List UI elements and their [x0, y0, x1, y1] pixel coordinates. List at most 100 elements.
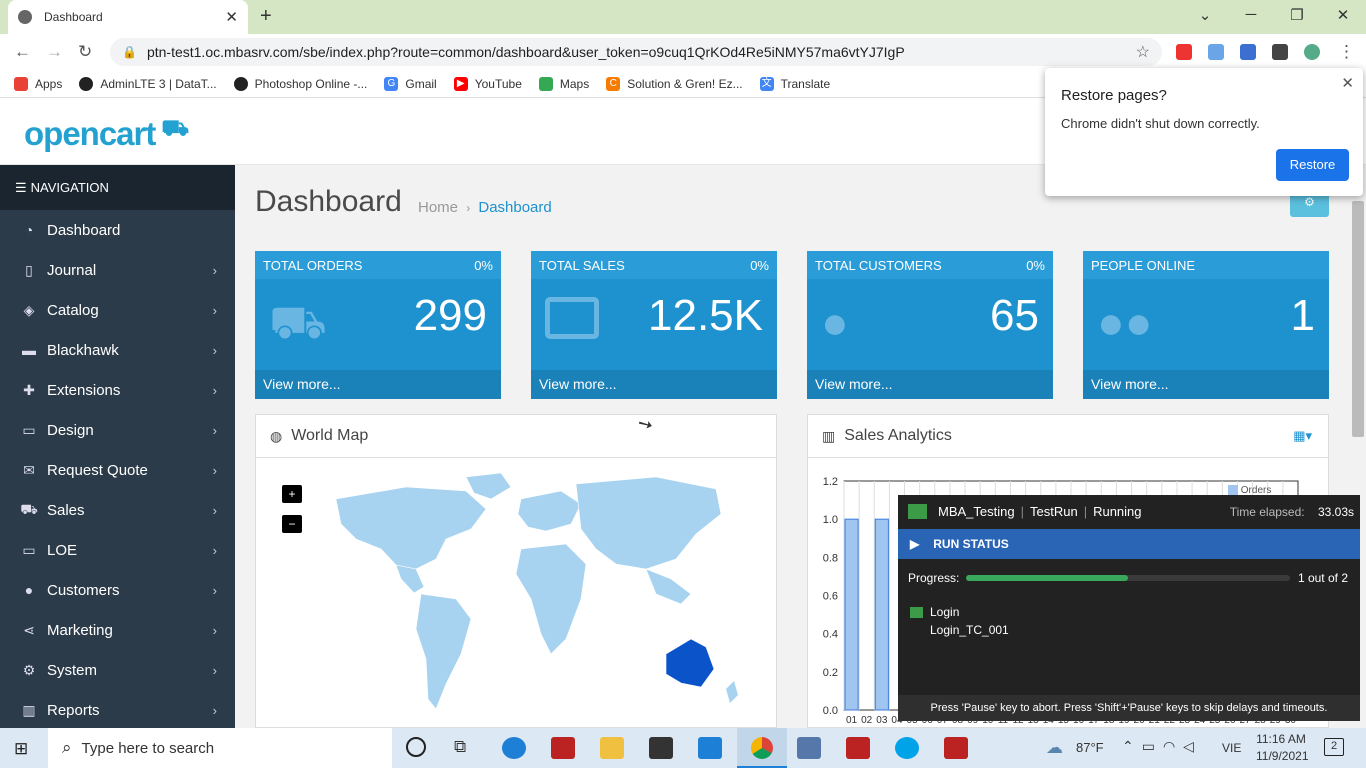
map-africa [515, 543, 587, 655]
chevron-right-icon: › [212, 382, 217, 398]
tile-title: TOTAL ORDERS [263, 257, 363, 273]
store-icon[interactable] [649, 737, 673, 759]
sidebar-item-label: Extensions [47, 381, 121, 399]
new-tab-icon[interactable]: + [260, 5, 272, 27]
logo-cart-icon: ⛟ [161, 115, 189, 140]
bookmark-youtube[interactable]: ▶ YouTube [453, 76, 522, 91]
puzzle-icon[interactable] [1272, 44, 1288, 60]
restore-window-icon[interactable]: ❐ [1290, 7, 1304, 24]
tile-title: TOTAL SALES [539, 257, 625, 273]
star-icon[interactable]: ☆ [1135, 44, 1150, 61]
sidebar-item-design[interactable]: ▭ Design › [0, 410, 235, 450]
translate-extension-icon[interactable] [1240, 44, 1256, 60]
sidebar-item-extensions[interactable]: ✚ Extensions › [0, 370, 235, 410]
close-tab-icon[interactable]: ✕ [225, 9, 238, 26]
chart-bar [874, 518, 889, 711]
tile-total-sales: TOTAL SALES 0% 12.5K View more... [531, 251, 777, 399]
y-tick-label: 0.6 [823, 591, 838, 603]
breadcrumb-current[interactable]: Dashboard [478, 199, 552, 216]
windows-start-icon[interactable]: ⊞ [14, 739, 29, 758]
address-bar[interactable]: 🔒 ptn-test1.oc.mbasrv.com/sbe/index.php?… [110, 38, 1162, 66]
restore-button[interactable]: Restore [1276, 149, 1349, 181]
bars-icon: ☰ [15, 179, 27, 195]
bookmark-maps[interactable]: Maps [538, 76, 589, 91]
sidebar-item-loe[interactable]: ▭ LOE › [0, 530, 235, 570]
close-dialog-icon[interactable]: ✕ [1341, 75, 1354, 92]
bookmark-adminlte[interactable]: AdminLTE 3 | DataT... [79, 76, 217, 91]
bookmark-apps[interactable]: Apps [14, 76, 62, 91]
extension-icon[interactable] [1208, 44, 1224, 60]
tray-icons[interactable]: ⌃▭◠◁ [1122, 738, 1202, 754]
view-more-link[interactable]: View more... [807, 370, 1053, 399]
forward-icon[interactable]: → [46, 42, 63, 61]
bookmark-solution[interactable]: C Solution & Gren! Ez... [606, 76, 743, 91]
sidebar-item-dashboard[interactable]: ◔ Dashboard [0, 210, 235, 250]
app-icon[interactable] [846, 737, 870, 759]
taskbar-search[interactable]: ⌕ Type here to search [48, 728, 392, 768]
breadcrumb-home[interactable]: Home [418, 199, 459, 216]
task-view-icon[interactable]: ⧉ [454, 737, 467, 756]
world-map[interactable] [296, 469, 756, 729]
view-more-link[interactable]: View more... [531, 370, 777, 399]
skype-icon[interactable] [895, 737, 919, 759]
run-status-bar[interactable]: ▶ RUN STATUS [898, 529, 1360, 559]
app-icon[interactable] [797, 737, 821, 759]
sidebar-item-label: Request Quote [47, 461, 148, 479]
sidebar-item-reports[interactable]: ▥ Reports › [0, 690, 235, 730]
test-case: Login_TC_001 [930, 623, 1009, 637]
scrollbar-thumb[interactable] [1352, 201, 1364, 437]
sidebar-item-customers[interactable]: ● Customers › [0, 570, 235, 610]
browser-tab[interactable]: Dashboard ✕ [8, 0, 248, 34]
search-icon: ⌕ [62, 738, 72, 757]
notification-center-icon[interactable]: 2 [1324, 738, 1344, 756]
edge-icon[interactable] [502, 737, 526, 759]
bookmark-photoshop[interactable]: Photoshop Online -... [233, 76, 367, 91]
chevron-right-icon: › [212, 582, 217, 598]
input-language[interactable]: VIE [1222, 741, 1242, 755]
tab-search-icon[interactable]: ⌄ [1198, 7, 1212, 24]
folder-icon: ▭ [22, 541, 36, 558]
run-status-header: MBA_Testing | TestRun | Running [908, 504, 1142, 519]
bookmark-gmail[interactable]: G Gmail [384, 76, 437, 91]
zoom-out-button[interactable]: − [282, 515, 302, 533]
bookmark-translate[interactable]: 文 Translate [759, 76, 831, 91]
chevron-right-icon: › [212, 302, 217, 318]
profile-avatar[interactable] [1304, 44, 1320, 60]
sidebar-item-request-quote[interactable]: ✉ Request Quote › [0, 450, 235, 490]
sidebar-item-journal[interactable]: ▯ Journal › [0, 250, 235, 290]
back-icon[interactable]: ← [14, 42, 31, 61]
sidebar-item-sales[interactable]: ⛟ Sales › [0, 490, 235, 530]
map-greenland [465, 472, 512, 500]
calendar-dropdown-icon[interactable]: ▦▾ [1293, 428, 1312, 443]
close-window-icon[interactable]: ✕ [1336, 7, 1350, 24]
opencart-logo[interactable]: opencart ⛟ [24, 115, 189, 152]
chrome-taskbar-button[interactable] [737, 728, 787, 768]
minimize-icon[interactable]: ─ [1245, 6, 1257, 23]
kebab-menu-icon[interactable]: ⋮ [1338, 42, 1355, 61]
view-more-link[interactable]: View more... [1083, 370, 1329, 399]
sidebar-item-system[interactable]: ⚙ System › [0, 650, 235, 690]
sidebar-item-catalog[interactable]: ◈ Catalog › [0, 290, 235, 330]
file-explorer-icon[interactable] [600, 737, 624, 759]
view-more-link[interactable]: View more... [255, 370, 501, 399]
sidebar-item-marketing[interactable]: ⋖ Marketing › [0, 610, 235, 650]
cortana-icon[interactable] [406, 737, 426, 757]
sidebar-item-label: Marketing [47, 621, 113, 639]
extension-icon[interactable] [1176, 44, 1192, 60]
sidebar-item-blackhawk[interactable]: ▬ Blackhawk › [0, 330, 235, 370]
map-australia-highlighted [665, 638, 715, 688]
zoom-in-button[interactable]: + [282, 485, 302, 503]
sidebar-item-label: Reports [47, 701, 100, 719]
clock[interactable]: 11:16 AM 11/9/2021 [1256, 732, 1309, 763]
app-icon[interactable] [944, 737, 968, 759]
reload-icon[interactable]: ↻ [78, 42, 93, 61]
sidebar-item-label: Catalog [47, 301, 99, 319]
temperature[interactable]: 87°F [1076, 740, 1104, 755]
test-suite: Login [910, 605, 959, 619]
y-tick-label: 0.8 [823, 552, 838, 564]
browser-toolbar: ← → ↻ 🔒 ptn-test1.oc.mbasrv.com/sbe/inde… [0, 34, 1366, 70]
app-icon[interactable] [551, 737, 575, 759]
mail-icon[interactable] [698, 737, 722, 759]
journal-icon: ▯ [25, 261, 33, 278]
chevron-right-icon: › [212, 342, 217, 358]
